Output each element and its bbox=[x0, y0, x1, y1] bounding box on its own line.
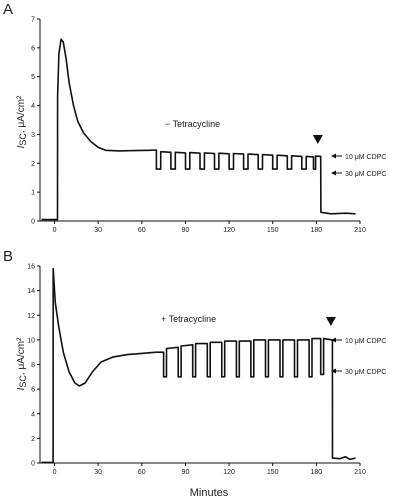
panel-a-label: A bbox=[3, 1, 13, 18]
panel-a-y-axis-label: ISC, μA/cm² bbox=[16, 95, 28, 148]
panel-b-x-tick-label: 60 bbox=[138, 469, 146, 476]
panel-b-y-tick-label: 10 bbox=[27, 337, 35, 344]
panel-b-x-tick-label: 150 bbox=[267, 469, 279, 476]
panel-b-arrow-label: 10 μM CDPC bbox=[345, 338, 386, 345]
panel-a-x-tick-label: 30 bbox=[94, 227, 102, 234]
panel-b-y-tick-label: 4 bbox=[31, 411, 35, 418]
panel-a-arrow-label: 30 μM CDPC bbox=[345, 171, 386, 178]
panel-a-arrow-head bbox=[331, 153, 336, 159]
panel-b-y-tick-label: 0 bbox=[31, 461, 35, 468]
panel-a-triangle-marker bbox=[312, 135, 323, 144]
panel-a-x-tick-label: 180 bbox=[311, 227, 323, 234]
panel-a-annotation: − Tetracycline bbox=[165, 119, 220, 129]
panel-a: A − Tetracycline ISC, μA/cm² 0 30 60 90 120 1… bbox=[3, 1, 386, 234]
panel-a-y-tick-label: 3 bbox=[31, 132, 35, 139]
panel-a-arrow-label: 10 μM CDPC bbox=[345, 154, 386, 161]
panel-b-arrow-label: 30 μM CDPC bbox=[345, 369, 386, 376]
panel-a-y-tick-label: 5 bbox=[31, 74, 35, 81]
panel-a-y-tick-label: 0 bbox=[31, 219, 35, 226]
panel-a-x-tick-label: 120 bbox=[223, 227, 235, 234]
panel-a-x-tick-label: 60 bbox=[138, 227, 146, 234]
panel-b-annotation: + Tetracycline bbox=[161, 314, 216, 324]
panel-b-x-tick-label: 90 bbox=[182, 469, 190, 476]
panel-a-trace bbox=[41, 38, 356, 221]
panel-b-y-tick-label: 14 bbox=[27, 288, 35, 295]
panel-a-x-tick-label: 0 bbox=[53, 227, 57, 234]
panel-b-x-tick-label: 210 bbox=[354, 469, 366, 476]
panel-b-y-tick-label: 2 bbox=[31, 436, 35, 443]
panel-b-arrow-head bbox=[331, 368, 336, 374]
panel-a-x-tick-label: 210 bbox=[354, 227, 366, 234]
x-axis-title: Minutes bbox=[190, 487, 229, 499]
panel-b-y-tick-label: 12 bbox=[27, 313, 35, 320]
panel-b-label: B bbox=[3, 248, 13, 265]
panel-b-arrow-head bbox=[331, 337, 336, 343]
panel-b-x-tick-label: 0 bbox=[53, 469, 57, 476]
panel-b-y-tick-label: 16 bbox=[27, 264, 35, 271]
panel-b-triangle-marker bbox=[325, 317, 336, 326]
panel-a-x-tick-label: 90 bbox=[182, 227, 190, 234]
panel-a-y-tick-label: 2 bbox=[31, 161, 35, 168]
panel-b: B + Tetracycline ISC, μA/cm² 0 30 60 90 120 1… bbox=[3, 248, 386, 476]
panel-b-x-tick-label: 120 bbox=[223, 469, 235, 476]
panel-b-y-tick-label: 8 bbox=[31, 362, 35, 369]
panel-a-x-tick-label: 150 bbox=[267, 227, 279, 234]
panel-a-y-tick-label: 1 bbox=[31, 190, 35, 197]
panel-b-x-tick-label: 180 bbox=[311, 469, 323, 476]
panel-a-arrow-head bbox=[331, 170, 336, 176]
panel-b-trace bbox=[41, 267, 356, 464]
panel-b-y-tick-label: 6 bbox=[31, 387, 35, 394]
panel-b-x-tick-label: 30 bbox=[94, 469, 102, 476]
panel-a-y-tick-label: 4 bbox=[31, 103, 35, 110]
panel-a-y-tick-label: 7 bbox=[31, 17, 35, 24]
panel-b-y-axis-label: ISC, μA/cm² bbox=[16, 337, 28, 390]
panel-a-y-tick-label: 6 bbox=[31, 45, 35, 52]
